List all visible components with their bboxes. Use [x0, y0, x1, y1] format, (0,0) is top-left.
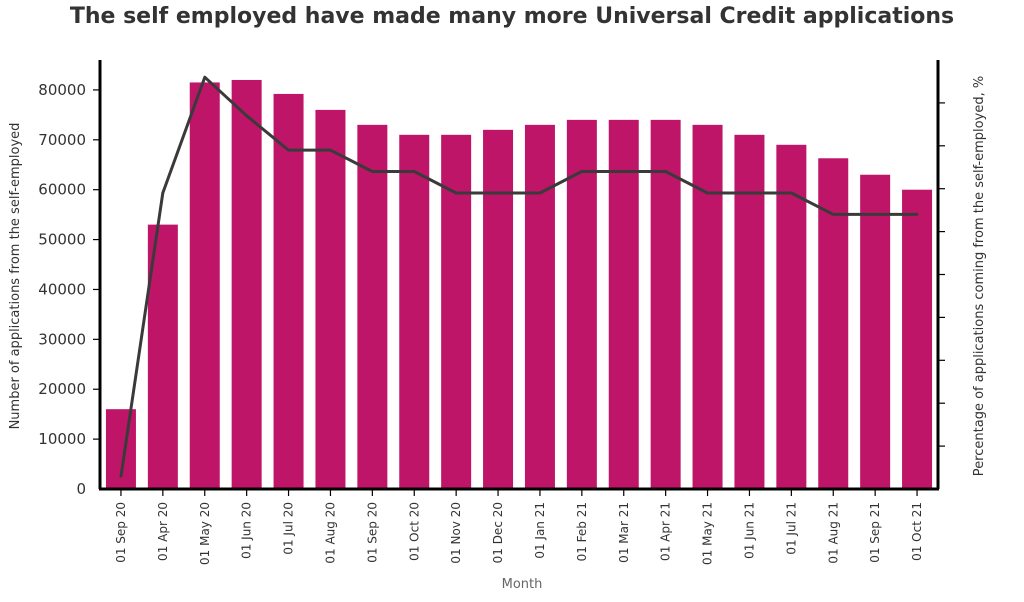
y-tick-label: 70000 [38, 131, 86, 149]
bars-layer [105, 79, 933, 490]
bar [860, 174, 891, 490]
bar [483, 129, 514, 489]
x-tick-label: 01 Sep 20 [114, 502, 128, 563]
y-axis-title: Number of applications from the self-emp… [8, 123, 23, 430]
bar [357, 124, 388, 489]
y-tick-label: 0 [76, 480, 86, 498]
x-tick-label: 01 Oct 20 [407, 502, 421, 561]
bar [189, 82, 220, 489]
x-tick-label: 01 Apr 21 [659, 502, 673, 561]
x-axis-title: Month [502, 577, 543, 592]
x-tick-label: 01 Jun 21 [742, 502, 756, 559]
y-tick-label: 10000 [38, 430, 86, 448]
bar [566, 119, 597, 489]
x-tick-label: 01 May 21 [701, 502, 715, 565]
x-tick-label: 01 Jul 21 [784, 502, 798, 555]
line-layer [119, 75, 919, 478]
x-tick-label: 01 Dec 20 [491, 502, 505, 563]
axes-layer: 0 10000 20000 30000 40000 50000 60000 70000 8000… [38, 60, 945, 565]
y-tick-label: 80000 [38, 81, 86, 99]
x-tick-label: 01 May 20 [198, 502, 212, 565]
x-tick-label: 01 Sep 20 [365, 502, 379, 563]
bar [608, 119, 639, 489]
x-tick-label: 01 Aug 20 [323, 502, 337, 564]
bar [734, 134, 765, 490]
x-tick-label: 01 Mar 21 [617, 502, 631, 563]
x-tick-label: 01 Jul 20 [282, 502, 296, 555]
bar [692, 124, 723, 489]
bar [231, 79, 262, 489]
y-tick-label: 30000 [38, 330, 86, 348]
series-line [119, 75, 919, 478]
y-tick-label: 50000 [38, 231, 86, 249]
x-tick-label: 01 Oct 21 [910, 502, 924, 561]
y-tick-label: 20000 [38, 380, 86, 398]
chart-title: The self employed have made many more Un… [69, 4, 955, 29]
x-tick-label: 01 Nov 20 [449, 502, 463, 564]
x-tick-label: 01 Sep 21 [868, 502, 882, 563]
bar [524, 124, 555, 489]
bar [315, 109, 346, 489]
x-tick-label: 01 Jan 21 [533, 502, 547, 559]
x-tick-label: 01 Apr 20 [156, 502, 170, 561]
bar [399, 134, 430, 490]
y-tick-label: 60000 [38, 181, 86, 199]
bar [273, 93, 304, 489]
y-tick-label: 40000 [38, 280, 86, 298]
bar [650, 119, 681, 489]
bar [902, 189, 933, 489]
x-tick-label: 01 Jun 20 [240, 502, 254, 559]
y2-axis-title: Percentage of applications coming from t… [972, 76, 987, 476]
x-tick-label: 01 Feb 21 [575, 502, 589, 561]
bar [776, 144, 807, 490]
x-tick-label: 01 Aug 21 [826, 502, 840, 564]
